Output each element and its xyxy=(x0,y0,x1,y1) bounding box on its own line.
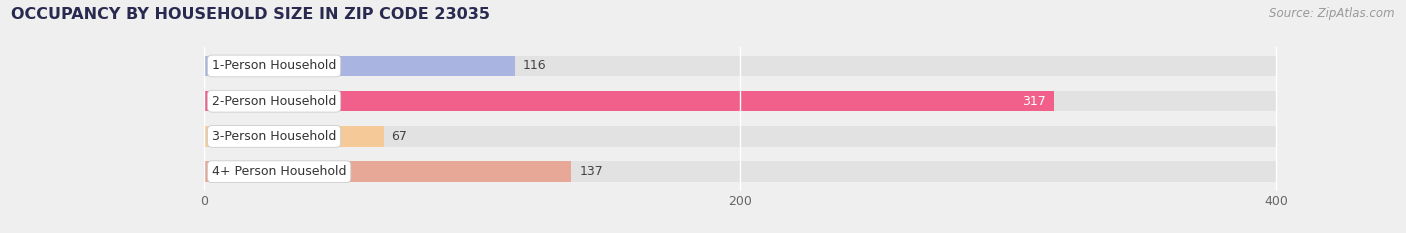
Text: 116: 116 xyxy=(523,59,547,72)
Text: 1-Person Household: 1-Person Household xyxy=(212,59,336,72)
Text: 4+ Person Household: 4+ Person Household xyxy=(212,165,346,178)
Bar xyxy=(204,56,1277,76)
Text: 67: 67 xyxy=(391,130,408,143)
Text: 317: 317 xyxy=(1022,95,1046,108)
Bar xyxy=(204,91,1277,111)
Bar xyxy=(204,126,384,147)
Text: 3-Person Household: 3-Person Household xyxy=(212,130,336,143)
Text: Source: ZipAtlas.com: Source: ZipAtlas.com xyxy=(1270,7,1395,20)
Bar xyxy=(204,126,1277,147)
Bar xyxy=(204,56,515,76)
Bar xyxy=(204,161,571,182)
Text: 137: 137 xyxy=(579,165,603,178)
Bar xyxy=(204,161,1277,182)
Bar xyxy=(204,91,1054,111)
Text: 2-Person Household: 2-Person Household xyxy=(212,95,336,108)
Text: OCCUPANCY BY HOUSEHOLD SIZE IN ZIP CODE 23035: OCCUPANCY BY HOUSEHOLD SIZE IN ZIP CODE … xyxy=(11,7,491,22)
